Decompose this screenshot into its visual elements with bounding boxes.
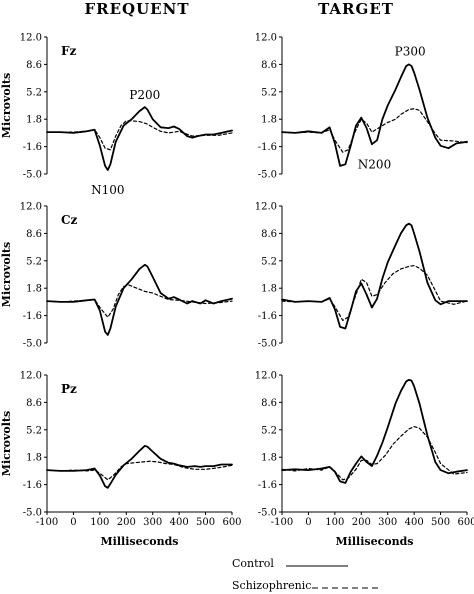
panel-target-1: 12.0 8.6 5.2 1.8 -1.6 -5.0 P300 N200 [255, 33, 468, 181]
electrode-label: Pz [61, 382, 77, 396]
x-tick-label: 0 [305, 517, 311, 528]
y-tick-label: 12.0 [255, 33, 277, 44]
electrode-label: Cz [61, 213, 78, 227]
y-tick-label: -5.0 [23, 339, 42, 350]
x-tick-label: 300 [143, 517, 162, 528]
x-tick-label: 100 [90, 517, 109, 528]
peak-label-p200: P200 [129, 88, 160, 102]
y-tick-label: -5.0 [258, 508, 277, 519]
panel-frequent-3: 12.0 8.6 5.2 1.8 -1.6 -5.0-100 0 100 200 300 400 50… [0, 371, 242, 549]
y-tick-label: 5.2 [26, 87, 42, 98]
x-tick-label: 400 [170, 517, 189, 528]
y-tick-label: -5.0 [23, 170, 42, 181]
panel-grid: 12.0 8.6 5.2 1.8 -1.6 -5.0 Microvolts Fz P200 N10… [0, 33, 474, 549]
series-line-schizophrenic [46, 460, 233, 481]
y-tick-label: -1.6 [258, 311, 277, 322]
y-tick-label: 12.0 [255, 371, 277, 382]
y-axis-label: Microvolts [0, 411, 13, 476]
x-tick-label: 600 [222, 517, 241, 528]
y-tick-label: -1.6 [258, 480, 277, 491]
series-line-control [281, 378, 468, 484]
y-tick-label: 8.6 [261, 398, 277, 409]
y-tick-label: 1.8 [26, 115, 42, 126]
x-tick-label: 200 [352, 517, 371, 528]
electrode-label: Fz [61, 44, 77, 58]
y-tick-label: 5.2 [26, 256, 42, 267]
panel-frequent-2: 12.0 8.6 5.2 1.8 -1.6 -5.0 Microvolts Cz [0, 202, 233, 350]
x-tick-label: 600 [457, 517, 474, 528]
y-tick-label: -1.6 [23, 311, 42, 322]
series-line-control [281, 222, 468, 330]
x-tick-label: 300 [378, 517, 397, 528]
peak-label-n100: N100 [91, 183, 124, 197]
peak-label-p300: P300 [395, 45, 426, 59]
series-line-control [281, 63, 468, 167]
x-tick-label: -100 [271, 517, 293, 528]
y-tick-label: 5.2 [261, 87, 277, 98]
y-tick-label: -5.0 [258, 339, 277, 350]
series-line-schizophrenic [281, 265, 468, 321]
x-tick-label: 400 [405, 517, 424, 528]
x-tick-label: 100 [325, 517, 344, 528]
legend-control-label: Control [232, 557, 274, 570]
y-tick-label: 12.0 [20, 371, 42, 382]
y-tick-label: -1.6 [258, 142, 277, 153]
series-line-schizophrenic [281, 426, 468, 481]
y-tick-label: 5.2 [261, 425, 277, 436]
legend-schizophrenic-label: Schizophrenic [232, 579, 311, 592]
y-tick-label: 8.6 [26, 229, 42, 240]
y-tick-label: 8.6 [26, 398, 42, 409]
series-line-schizophrenic [281, 108, 468, 153]
x-axis-label: Milliseconds [101, 535, 179, 548]
y-tick-label: -5.0 [23, 508, 42, 519]
y-tick-label: 1.8 [26, 284, 42, 295]
y-tick-label: 5.2 [26, 425, 42, 436]
y-tick-label: -5.0 [258, 170, 277, 181]
series-line-schizophrenic [46, 120, 233, 151]
y-tick-label: 8.6 [261, 60, 277, 71]
y-tick-label: 12.0 [20, 202, 42, 213]
y-tick-label: 8.6 [261, 229, 277, 240]
y-tick-label: 8.6 [26, 60, 42, 71]
x-tick-label: -100 [36, 517, 58, 528]
peak-label-n200: N200 [358, 157, 391, 171]
x-axis-label: Milliseconds [336, 535, 414, 548]
y-tick-label: 1.8 [26, 453, 42, 464]
legend: Control Schizophrenic [232, 557, 378, 592]
y-tick-label: 12.0 [20, 33, 42, 44]
panel-target-2: 12.0 8.6 5.2 1.8 -1.6 -5.0 [255, 202, 468, 350]
panel-target-3: 12.0 8.6 5.2 1.8 -1.6 -5.0-100 0 100 200 300 400 50… [255, 371, 474, 549]
y-tick-label: -1.6 [23, 480, 42, 491]
y-tick-label: 1.8 [261, 453, 277, 464]
x-tick-label: 0 [70, 517, 76, 528]
column-title-frequent: FREQUENT [84, 0, 189, 18]
y-tick-label: 1.8 [261, 284, 277, 295]
panel-frequent-1: 12.0 8.6 5.2 1.8 -1.6 -5.0 Microvolts Fz P200 N10… [0, 33, 233, 197]
x-tick-label: 500 [431, 517, 450, 528]
x-tick-label: 200 [117, 517, 136, 528]
column-title-target: TARGET [318, 0, 394, 18]
series-line-control [46, 106, 233, 171]
y-axis-label: Microvolts [0, 73, 13, 138]
series-line-schizophrenic [46, 284, 233, 318]
y-axis-label: Microvolts [0, 242, 13, 307]
series-line-control [46, 444, 233, 489]
y-tick-label: -1.6 [23, 142, 42, 153]
y-tick-label: 1.8 [261, 115, 277, 126]
series-line-control [46, 263, 233, 336]
y-tick-label: 12.0 [255, 202, 277, 213]
y-tick-label: 5.2 [261, 256, 277, 267]
x-tick-label: 500 [196, 517, 215, 528]
